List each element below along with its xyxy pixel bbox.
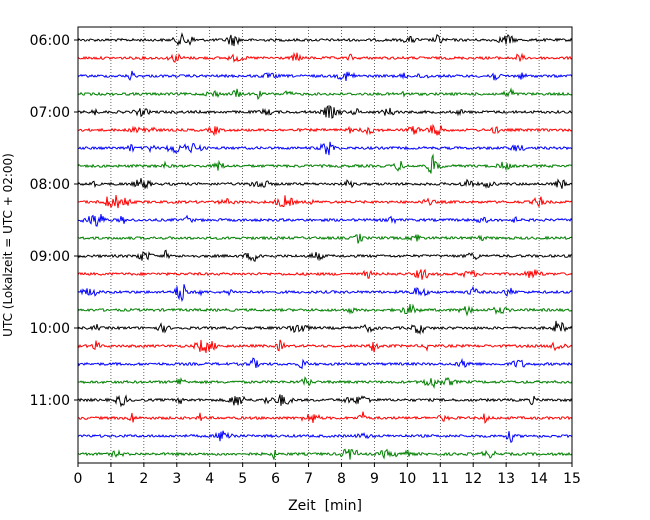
trace-0615	[77, 51, 573, 63]
y-tick-label: 08:00	[30, 177, 70, 193]
trace-0745	[77, 153, 573, 174]
x-tick-label: 11	[431, 471, 449, 487]
x-tick-label: 12	[464, 471, 482, 487]
trace-0930	[77, 284, 573, 303]
trace-1015	[77, 339, 573, 354]
y-tick-label: 11:00	[30, 393, 70, 409]
x-tick-label: 6	[271, 471, 280, 487]
grid-lines	[110, 27, 540, 463]
x-tick-label: 13	[497, 471, 515, 487]
x-tick-label: 7	[304, 471, 313, 487]
trace-1130	[77, 430, 573, 444]
x-axis-ticks: 0 1 2 3 4 5 6 7 8 9 10 11 12 13 14 15	[74, 463, 581, 487]
plot-frame	[77, 26, 573, 464]
trace-1045	[78, 376, 573, 390]
x-tick-label: 5	[238, 471, 247, 487]
trace-0600	[77, 32, 573, 47]
x-tick-label: 10	[398, 471, 416, 487]
trace-0900	[77, 249, 573, 262]
trace-0830	[77, 213, 573, 227]
trace-0730	[77, 141, 573, 156]
y-tick-label: 09:00	[30, 249, 70, 265]
trace-1000	[77, 320, 573, 335]
x-tick-label: 2	[139, 471, 148, 487]
y-tick-label: 06:00	[30, 33, 70, 49]
x-tick-label: 3	[172, 471, 181, 487]
trace-0800	[77, 178, 573, 190]
trace-0815	[77, 194, 573, 209]
y-axis-ticks: 06:00 07:00 08:00 09:00 10:00 11:00	[30, 33, 78, 409]
y-tick-label: 10:00	[30, 321, 70, 337]
trace-0700	[77, 105, 573, 119]
trace-0630	[77, 70, 573, 82]
x-tick-label: 14	[530, 471, 548, 487]
traces	[77, 32, 573, 460]
trace-0645	[77, 87, 573, 100]
x-tick-label: 8	[337, 471, 346, 487]
x-tick-label: 9	[370, 471, 379, 487]
trace-1030	[77, 357, 573, 370]
x-tick-label: 0	[74, 471, 83, 487]
x-axis-label: Zeit [min]	[288, 498, 362, 514]
trace-0845	[77, 233, 573, 244]
trace-0945	[77, 303, 573, 317]
trace-1100	[77, 394, 573, 408]
x-tick-label: 4	[205, 471, 214, 487]
trace-0915	[77, 268, 573, 280]
y-axis-label: UTC (Lokalzeit = UTC + 02:00)	[1, 153, 15, 337]
x-tick-label: 1	[106, 471, 115, 487]
trace-1115	[77, 411, 573, 424]
x-tick-label: 15	[563, 471, 581, 487]
trace-0715	[77, 123, 573, 137]
trace-1145	[77, 448, 573, 460]
y-tick-label: 07:00	[30, 105, 70, 121]
